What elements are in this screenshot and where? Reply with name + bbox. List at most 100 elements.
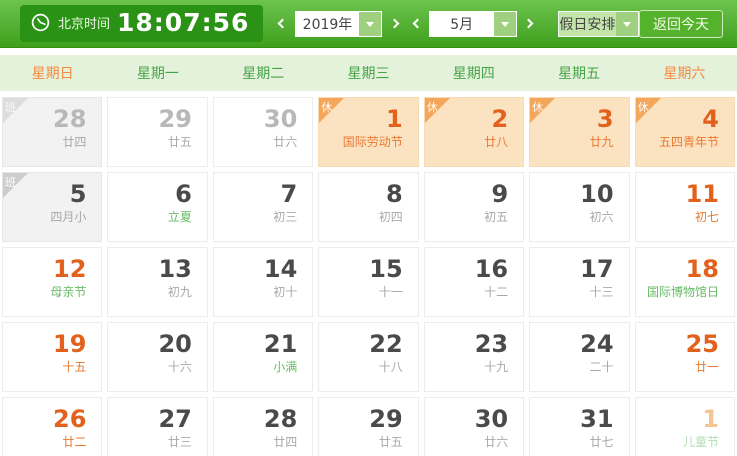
day-number: 27 <box>158 405 192 433</box>
chevron-right-icon <box>523 18 534 29</box>
calendar-day-cell[interactable]: 休 2 廿八 <box>423 97 525 167</box>
calendar-day-cell[interactable]: 班 28 廿四 <box>2 97 103 167</box>
day-subtext: 十九 <box>484 360 509 374</box>
day-status-badge: 休 <box>530 98 556 123</box>
holiday-select-value: 假日安排 <box>559 16 616 33</box>
day-subtext: 十一 <box>378 285 403 299</box>
day-subtext: 初三 <box>273 210 298 224</box>
day-number: 30 <box>263 105 298 133</box>
day-subtext: 国际博物馆日 <box>646 285 719 299</box>
day-subtext: 十六 <box>167 360 192 374</box>
day-subtext: 廿五 <box>167 135 192 149</box>
holiday-select[interactable]: 假日安排 <box>557 10 639 37</box>
day-number: 25 <box>685 330 719 358</box>
day-number: 17 <box>580 255 614 283</box>
calendar-day-cell[interactable]: 30 廿六 <box>212 97 314 167</box>
day-subtext: 初十 <box>273 285 298 299</box>
prev-year-button[interactable] <box>275 11 290 37</box>
calendar-day-cell[interactable]: 27 廿三 <box>107 397 208 456</box>
calendar-day-cell[interactable]: 8 初四 <box>318 172 419 242</box>
prev-month-button[interactable] <box>410 11 425 37</box>
day-status-badge: 休 <box>319 98 345 123</box>
weekday-label: 星期六 <box>663 66 706 82</box>
year-select[interactable]: 2019年 <box>294 10 383 37</box>
day-subtext: 廿四 <box>62 135 87 149</box>
day-number: 7 <box>280 180 298 208</box>
day-subtext: 廿六 <box>484 435 509 449</box>
current-time: 18:07:56 <box>117 8 250 37</box>
calendar-day-cell[interactable]: 23 十九 <box>423 322 525 392</box>
calendar-day-cell[interactable]: 26 廿二 <box>2 397 103 456</box>
weekday-label: 星期三 <box>347 66 390 82</box>
day-number: 28 <box>263 405 298 433</box>
day-number: 29 <box>369 405 403 433</box>
day-subtext: 立夏 <box>167 210 192 224</box>
calendar-day-cell[interactable]: 10 初六 <box>529 172 630 242</box>
next-year-button[interactable] <box>386 11 401 37</box>
day-status-badge: 班 <box>3 98 28 123</box>
calendar-day-cell[interactable]: 30 廿六 <box>423 397 525 456</box>
day-number: 19 <box>53 330 87 358</box>
calendar-day-cell[interactable]: 17 十三 <box>529 247 630 317</box>
calendar-day-cell[interactable]: 班 5 四月小 <box>2 172 103 242</box>
day-subtext: 五四青年节 <box>658 135 719 149</box>
calendar-day-cell[interactable]: 11 初七 <box>634 172 735 242</box>
day-status-badge: 休 <box>424 98 450 123</box>
day-number: 14 <box>263 255 298 283</box>
day-subtext: 初七 <box>694 210 719 224</box>
next-month-button[interactable] <box>521 11 536 37</box>
calendar-day-cell[interactable]: 19 十五 <box>2 322 103 392</box>
calendar-day-cell[interactable]: 31 廿七 <box>529 397 630 456</box>
calendar-day-cell[interactable]: 24 二十 <box>529 322 630 392</box>
calendar-day-cell[interactable]: 18 国际博物馆日 <box>634 247 735 317</box>
calendar-day-cell[interactable]: 休 3 廿九 <box>529 97 630 167</box>
day-number: 18 <box>685 255 719 283</box>
day-subtext: 廿八 <box>484 135 509 149</box>
calendar-day-cell[interactable]: 28 廿四 <box>212 397 314 456</box>
day-number: 30 <box>474 405 509 433</box>
chevron-down-icon <box>359 11 382 36</box>
month-select[interactable]: 5月 <box>428 10 517 37</box>
calendar-day-cell[interactable]: 9 初五 <box>423 172 525 242</box>
calendar-day-cell[interactable]: 1 儿童节 <box>634 397 735 456</box>
calendar-day-cell[interactable]: 6 立夏 <box>107 172 208 242</box>
day-number: 21 <box>263 330 298 358</box>
calendar-day-cell[interactable]: 14 初十 <box>212 247 314 317</box>
day-subtext: 廿四 <box>273 435 298 449</box>
day-subtext: 初九 <box>167 285 192 299</box>
calendar-day-cell[interactable]: 7 初三 <box>212 172 314 242</box>
calendar-day-cell[interactable]: 12 母亲节 <box>2 247 103 317</box>
day-number: 1 <box>702 405 719 433</box>
weekday-label: 星期一 <box>136 66 179 82</box>
day-number: 22 <box>369 330 403 358</box>
calendar-day-cell[interactable]: 29 廿五 <box>107 97 208 167</box>
calendar-day-cell[interactable]: 20 十六 <box>107 322 208 392</box>
today-button[interactable]: 返回今天 <box>639 9 723 38</box>
day-subtext: 廿二 <box>62 435 87 449</box>
day-subtext: 十八 <box>378 360 403 374</box>
calendar-day-cell[interactable]: 16 十二 <box>423 247 525 317</box>
calendar-day-cell[interactable]: 21 小满 <box>212 322 314 392</box>
year-select-value: 2019年 <box>302 16 353 33</box>
day-number: 26 <box>53 405 87 433</box>
calendar-day-cell[interactable]: 13 初九 <box>107 247 208 317</box>
day-number: 15 <box>369 255 403 283</box>
day-number: 2 <box>491 105 509 133</box>
calendar-day-cell[interactable]: 22 十八 <box>318 322 419 392</box>
day-number: 9 <box>491 180 509 208</box>
day-subtext: 国际劳动节 <box>342 135 403 149</box>
day-number: 16 <box>474 255 509 283</box>
day-number: 23 <box>474 330 509 358</box>
time-display-box: 北京时间 18:07:56 <box>20 5 264 42</box>
day-subtext: 十二 <box>484 285 509 299</box>
weekday-label: 星期五 <box>558 66 601 82</box>
chevron-down-icon <box>493 11 516 36</box>
calendar-day-cell[interactable]: 29 廿五 <box>318 397 419 456</box>
calendar-day-cell[interactable]: 15 十一 <box>318 247 419 317</box>
calendar-day-cell[interactable]: 休 1 国际劳动节 <box>318 97 419 167</box>
calendar-day-cell[interactable]: 休 4 五四青年节 <box>634 97 735 167</box>
day-number: 12 <box>53 255 87 283</box>
calendar-day-cell[interactable]: 25 廿一 <box>634 322 735 392</box>
chevron-right-icon <box>389 18 399 29</box>
